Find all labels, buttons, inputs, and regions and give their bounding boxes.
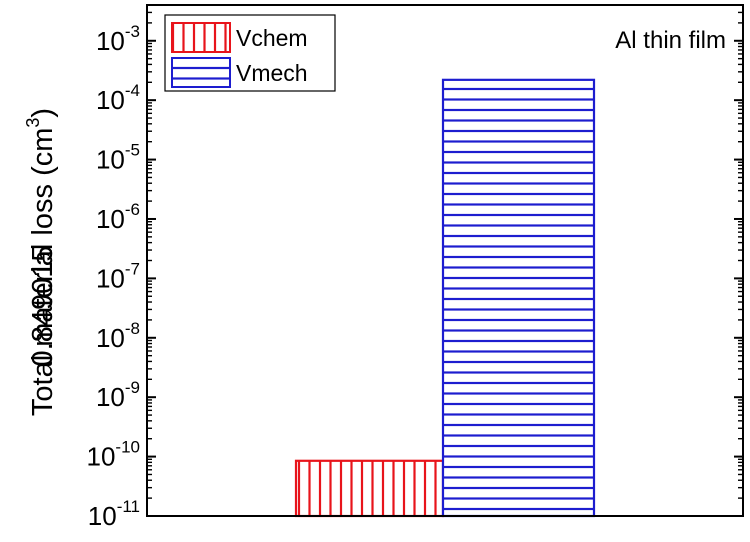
y-tick-label: 10-7 <box>96 259 140 293</box>
y-tick-label: 10-4 <box>96 81 140 115</box>
bar-vchem <box>294 459 445 518</box>
y-axis-label-close: ) <box>27 108 59 118</box>
y-axis-label-overlap: 0.849015 <box>27 246 59 367</box>
y-tick-label: 10-10 <box>87 438 141 472</box>
y-tick-label: 10-6 <box>96 200 140 234</box>
y-tick-label: 10-3 <box>96 22 140 56</box>
y-tick-label: 10-9 <box>96 378 140 412</box>
y-tick-label: 10-8 <box>96 319 140 353</box>
y-tick-label: 10-11 <box>88 497 140 531</box>
y-axis-ticks <box>147 4 743 517</box>
y-axis-label-text: Total material loss (cm <box>27 128 59 416</box>
bars <box>294 78 596 518</box>
legend-swatch-vmech <box>171 57 231 88</box>
legend: Vchem Vmech <box>164 14 336 92</box>
y-axis-label-unit-exp: 3 <box>23 118 43 128</box>
legend-label-vmech: Vmech <box>236 60 308 86</box>
legend-swatch-vchem <box>171 22 231 53</box>
chart-annotation: Al thin film <box>615 27 726 54</box>
y-axis-label: Total material loss (cm3) <box>23 108 59 416</box>
y-tick-label: 10-5 <box>96 141 140 175</box>
y-axis-tick-labels: 10-11 10-10 10-9 10-8 10-7 10-6 10-5 10-4 10-3 <box>87 22 141 531</box>
bar-vmech <box>441 78 596 518</box>
legend-label-vchem: Vchem <box>236 25 308 51</box>
